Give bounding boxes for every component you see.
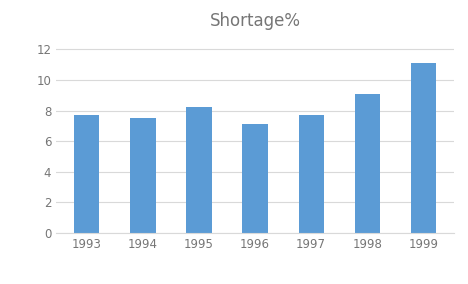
Bar bbox=[186, 107, 212, 233]
Bar bbox=[410, 63, 436, 233]
Bar bbox=[242, 124, 268, 233]
Title: Shortage%: Shortage% bbox=[210, 12, 300, 30]
Bar bbox=[74, 115, 100, 233]
Bar bbox=[355, 94, 380, 233]
Bar bbox=[130, 118, 155, 233]
Bar bbox=[299, 115, 324, 233]
